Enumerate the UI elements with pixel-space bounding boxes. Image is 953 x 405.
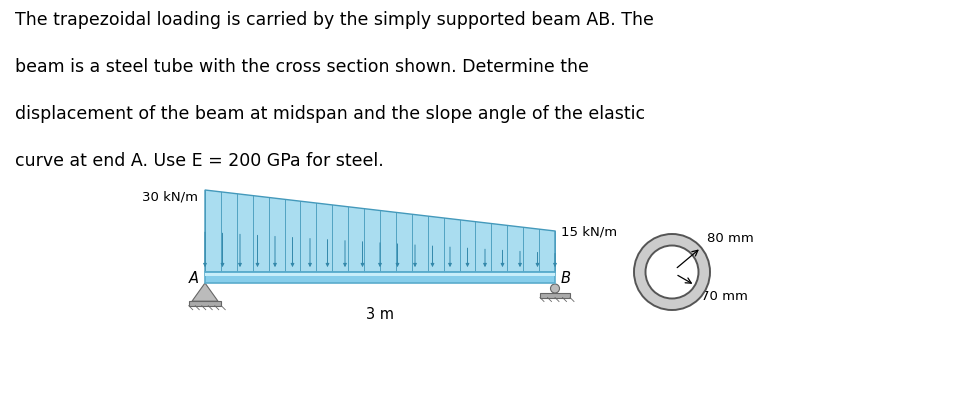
Polygon shape (192, 284, 218, 301)
Bar (539, 293, 569, 298)
Polygon shape (205, 190, 555, 272)
Bar (205, 272, 555, 284)
Text: The trapezoidal loading is carried by the simply supported beam AB. The: The trapezoidal loading is carried by th… (15, 11, 653, 29)
Bar (205, 274, 555, 277)
Bar (189, 301, 221, 306)
Text: A: A (189, 270, 199, 285)
Circle shape (645, 246, 698, 299)
Text: 3 m: 3 m (366, 307, 394, 322)
Circle shape (550, 284, 558, 293)
Text: 15 kN/m: 15 kN/m (560, 225, 617, 238)
Text: beam is a steel tube with the cross section shown. Determine the: beam is a steel tube with the cross sect… (15, 58, 588, 76)
Text: 30 kN/m: 30 kN/m (142, 190, 198, 203)
Circle shape (634, 234, 709, 310)
Text: curve at end A. Use E = 200 GPa for steel.: curve at end A. Use E = 200 GPa for stee… (15, 151, 383, 170)
Text: B: B (560, 270, 571, 285)
Text: 70 mm: 70 mm (700, 290, 747, 303)
Text: 80 mm: 80 mm (706, 231, 753, 244)
Text: displacement of the beam at midspan and the slope angle of the elastic: displacement of the beam at midspan and … (15, 105, 644, 123)
